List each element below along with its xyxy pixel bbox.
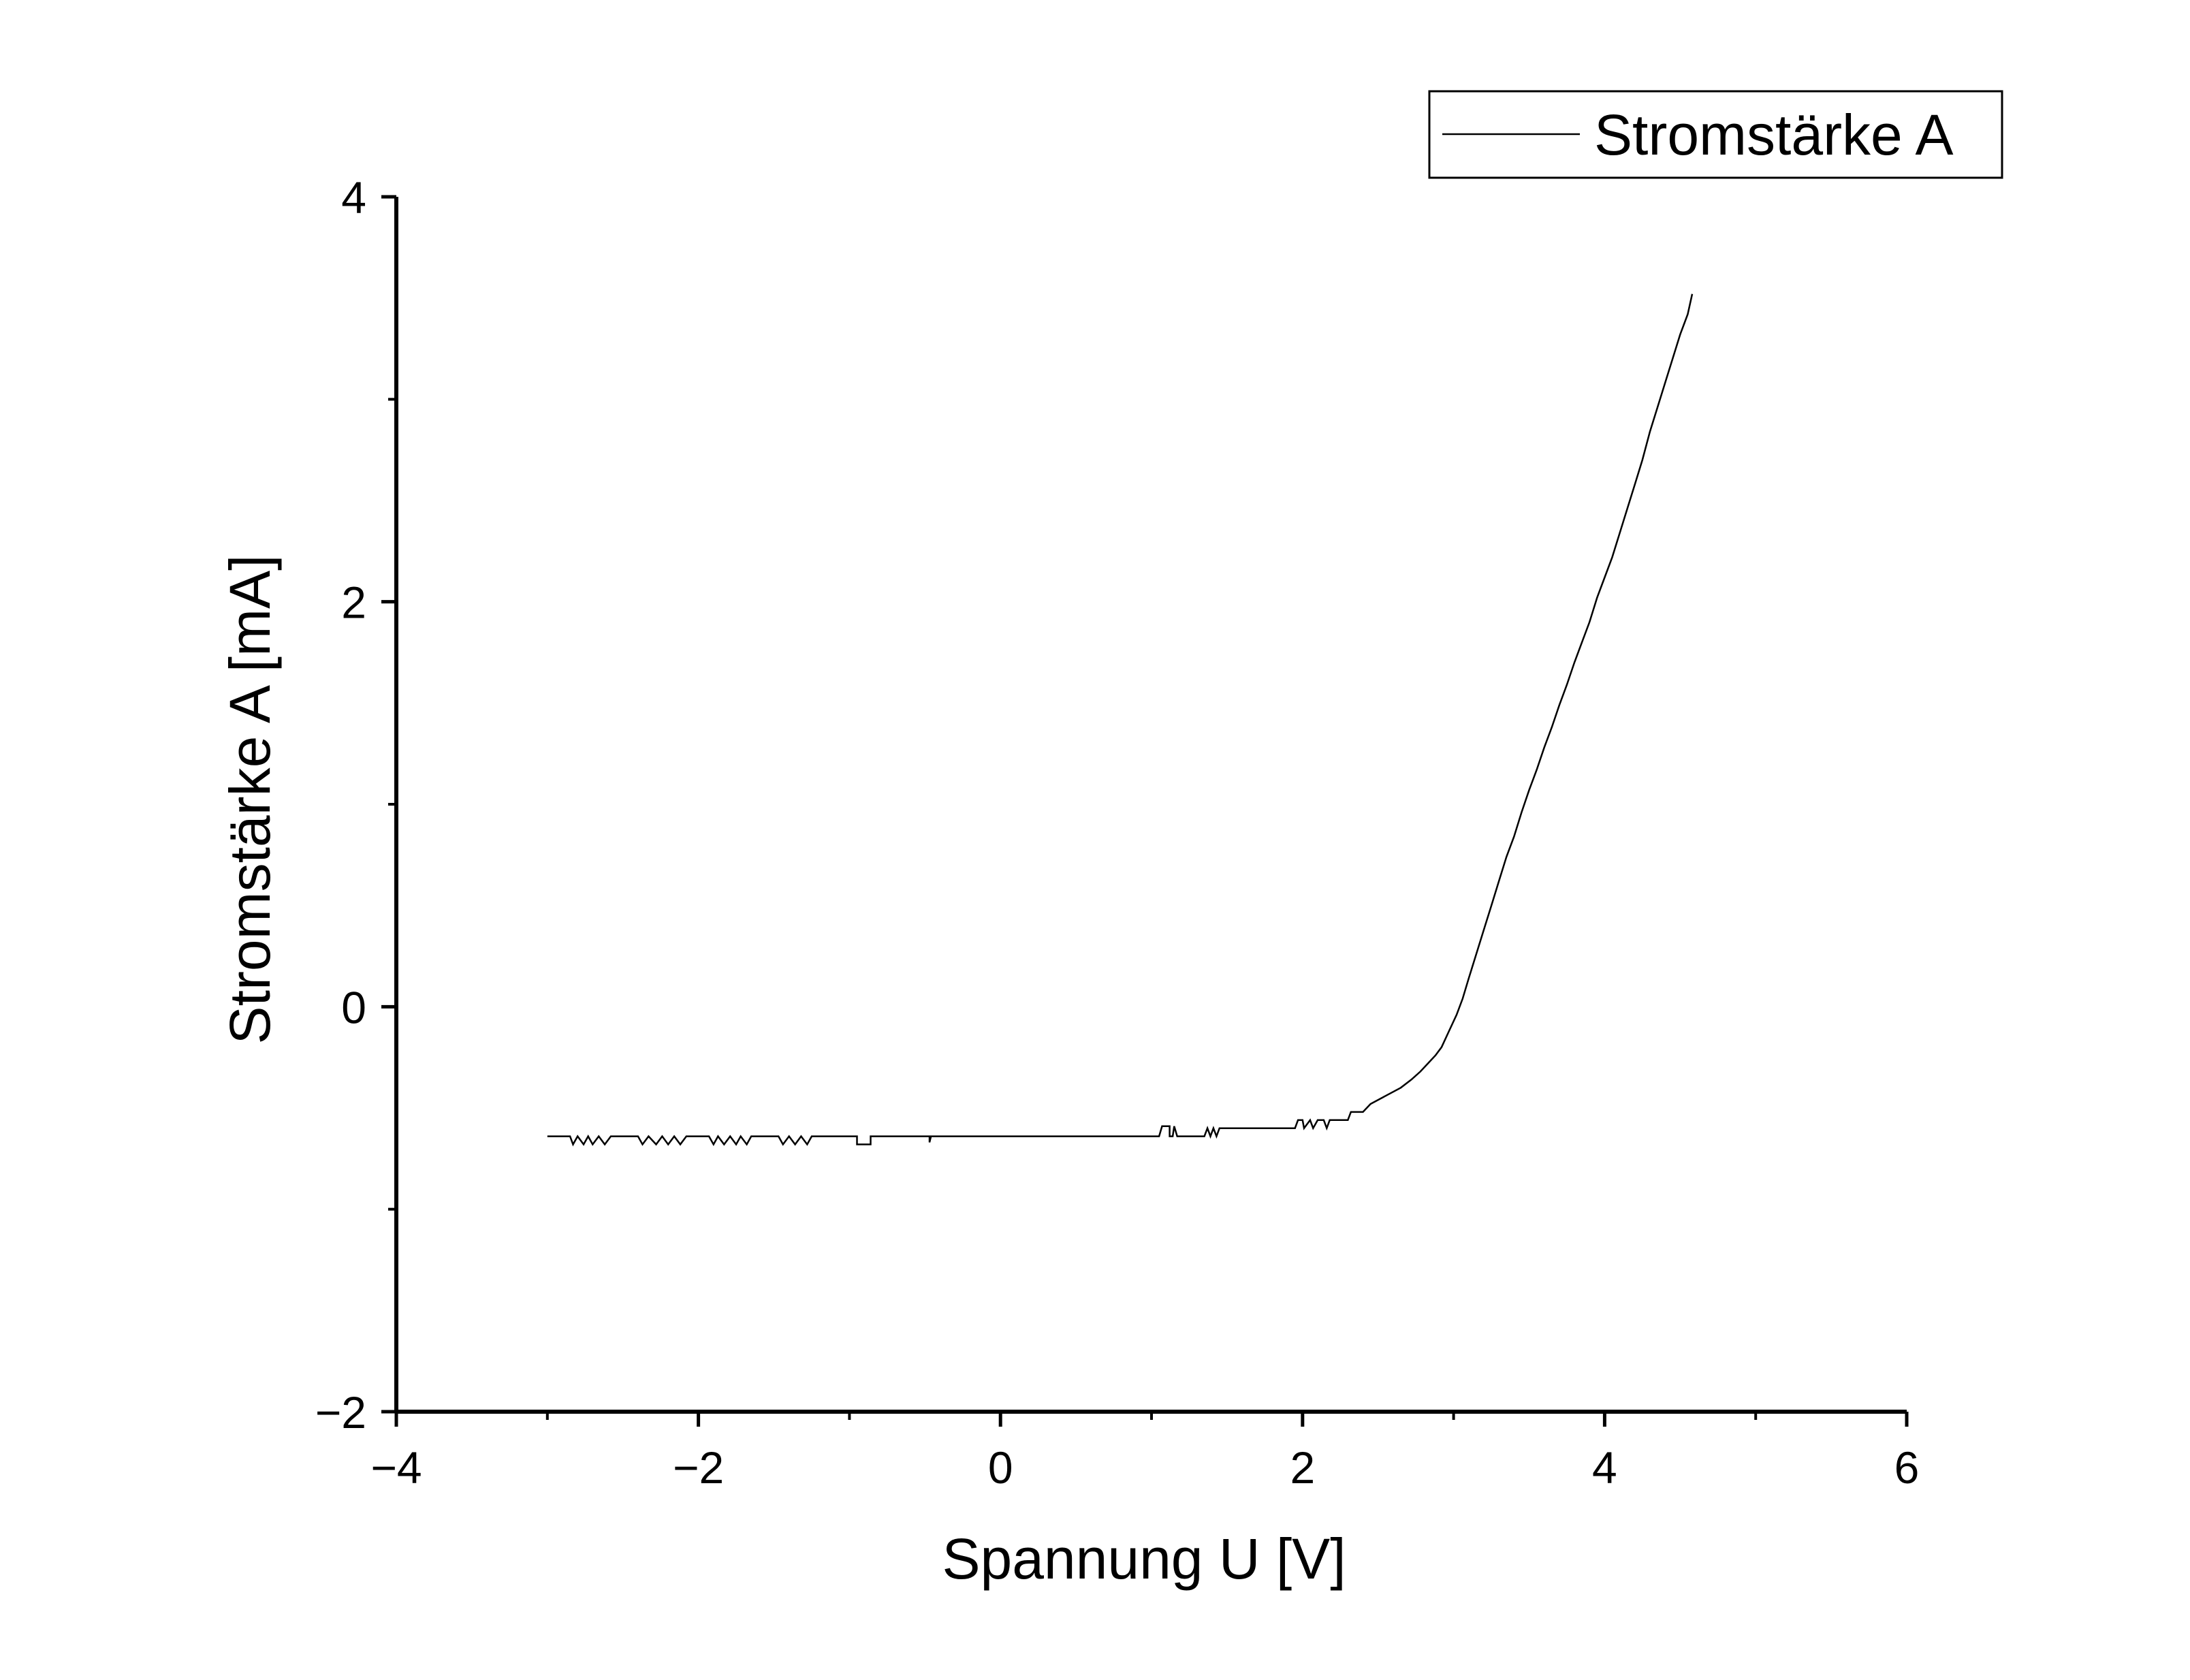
y-axis-title: Stromstärke A [mA] (218, 555, 282, 1045)
x-axis-title: Spannung U [V] (942, 1527, 1346, 1591)
series-line-stromstaerke (547, 294, 1694, 1147)
y-tick-label: 4 (341, 172, 366, 223)
y-tick-label: −2 (315, 1387, 366, 1438)
legend-entry-label: Stromstärke A (1594, 103, 1954, 167)
y-tick-label: 2 (341, 577, 366, 628)
x-tick-label: 0 (988, 1442, 1013, 1493)
y-tick-label: 0 (341, 982, 366, 1032)
axes-layer (394, 197, 1907, 1414)
x-tick-label: −4 (370, 1442, 422, 1493)
x-tick-label: 6 (1894, 1442, 1920, 1493)
x-tick-label: 4 (1592, 1442, 1617, 1493)
x-tick-label: 2 (1290, 1442, 1315, 1493)
series-layer (547, 294, 1694, 1147)
x-tick-label: −2 (673, 1442, 724, 1493)
legend: Stromstärke A (1428, 90, 2003, 179)
